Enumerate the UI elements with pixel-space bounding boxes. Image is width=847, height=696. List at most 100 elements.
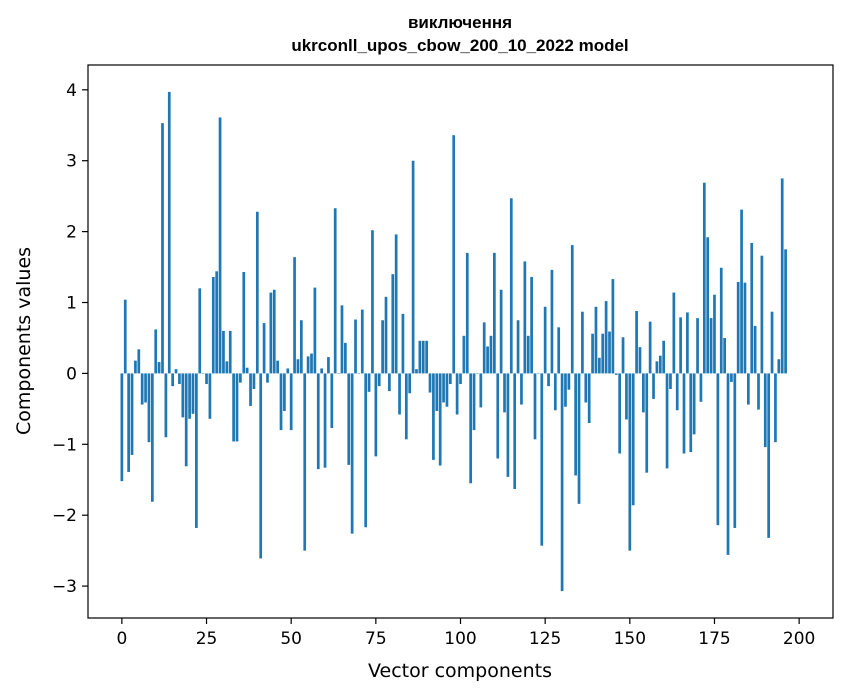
bar: [530, 276, 533, 374]
bar: [205, 373, 208, 385]
bar: [432, 373, 435, 460]
bar: [543, 306, 547, 374]
bar: [581, 311, 584, 374]
bar: [730, 373, 733, 382]
bar: [706, 237, 710, 374]
bar: [296, 359, 300, 374]
bar: [553, 373, 557, 411]
bar: [516, 320, 520, 374]
x-tick-label: 75: [365, 629, 387, 649]
bar: [174, 369, 178, 374]
bar: [140, 373, 144, 405]
bar: [557, 327, 561, 374]
bar: [591, 333, 594, 374]
y-axis-ticks: −3 −2 −1 0 1 2 3 4: [52, 81, 88, 597]
bar: [313, 287, 317, 374]
bar: [130, 373, 134, 455]
bar: [134, 360, 137, 374]
bar: [310, 353, 313, 374]
y-axis-label: Components values: [13, 247, 35, 435]
bar: [171, 373, 175, 387]
bar: [645, 373, 649, 473]
bar: [425, 340, 428, 374]
bar: [777, 359, 781, 374]
bar: [137, 349, 141, 374]
bar: [496, 373, 500, 459]
bar: [147, 373, 151, 443]
bar: [740, 209, 743, 374]
y-tick-label: 2: [66, 223, 77, 243]
bar: [448, 373, 452, 385]
bar: [601, 333, 605, 374]
bar: [276, 360, 279, 374]
x-tick-label: 175: [698, 629, 730, 649]
bar: [499, 289, 503, 374]
bar: [398, 373, 401, 415]
bar: [750, 242, 754, 374]
bar: [344, 342, 347, 374]
y-tick-label: −1: [52, 435, 77, 455]
bar: [235, 373, 239, 442]
bar: [669, 373, 672, 389]
bar: [459, 373, 462, 385]
bar: [655, 361, 659, 374]
bar: [625, 373, 628, 420]
bars-group: [120, 91, 787, 592]
bar: [340, 305, 344, 374]
bar: [184, 373, 188, 467]
bar: [743, 282, 747, 374]
bar: [191, 373, 195, 414]
bar: [327, 357, 330, 374]
bar: [523, 261, 527, 374]
x-tick-label: 200: [783, 629, 815, 649]
bar: [438, 373, 442, 466]
bar: [570, 245, 574, 374]
bar: [401, 313, 405, 374]
x-tick-label: 50: [280, 629, 302, 649]
y-tick-label: −2: [52, 506, 77, 526]
bar: [635, 311, 638, 374]
bar: [709, 318, 713, 374]
bar: [269, 292, 273, 374]
y-tick-label: 1: [66, 294, 77, 314]
bar: [178, 373, 181, 385]
x-axis-ticks: 0 25 50 75 100 125 150 175 200: [116, 618, 815, 649]
bar: [692, 373, 696, 435]
bar: [418, 340, 422, 374]
bar: [388, 373, 391, 392]
bar: [384, 296, 388, 374]
bar: [780, 178, 784, 374]
bar: [503, 373, 506, 413]
bar: [686, 312, 689, 374]
bar: [455, 373, 459, 415]
bar: [150, 373, 154, 502]
bar: [648, 321, 652, 374]
bar: [784, 249, 787, 374]
bar: [144, 373, 147, 403]
bar: [428, 373, 432, 393]
bar: [763, 373, 767, 448]
bar: [594, 306, 598, 374]
bar: [733, 373, 737, 528]
bar: [540, 373, 544, 546]
bar: [509, 198, 513, 374]
bar: [408, 373, 412, 394]
bar: [249, 373, 252, 407]
bar: [245, 367, 249, 374]
bar: [682, 373, 686, 454]
bar: [195, 373, 198, 528]
bar: [360, 309, 364, 374]
bar: [597, 357, 601, 374]
bar: [723, 337, 726, 374]
y-tick-label: −3: [52, 577, 77, 597]
bar: [350, 373, 354, 534]
bar: [286, 368, 290, 374]
bar: [330, 373, 334, 428]
bar: [736, 281, 740, 374]
bar: [696, 318, 699, 374]
x-tick-label: 150: [614, 629, 646, 649]
bar: [404, 373, 408, 440]
bar: [662, 340, 666, 374]
bar: [753, 325, 757, 374]
bar: [560, 373, 564, 592]
